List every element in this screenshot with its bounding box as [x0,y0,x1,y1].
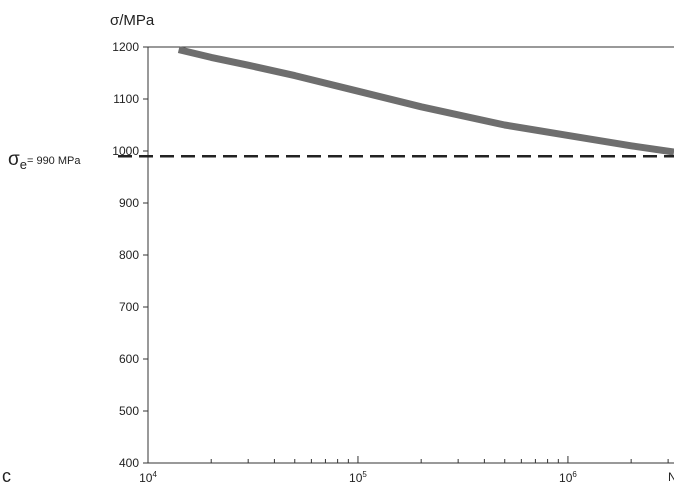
y-tick-label: 600 [119,352,139,366]
y-tick-label: 1200 [112,40,139,54]
y-tick-label: 1000 [112,144,139,158]
x-tick-base: 10 [139,471,153,485]
x-tick-label: 106 [559,470,577,485]
y-tick-label: 1100 [113,92,139,106]
y-ticks: 400 500 600 700 800 900 1000 1100 1200 [112,40,148,470]
y-tick-label: 700 [119,300,139,314]
x-tick-exponent: 4 [152,470,157,479]
endurance-value: = 990 MPa [27,155,81,167]
x-axis-title: N [668,470,674,484]
endurance-subscript: e [20,157,27,172]
y-tick-label: 400 [119,456,139,470]
y-tick-label: 800 [119,248,139,262]
axes [147,46,674,464]
sn-curve [177,46,674,156]
x-tick-base: 10 [349,471,363,485]
x-ticks: 104 105 106 [139,456,669,485]
x-tick-base: 10 [559,471,573,485]
endurance-limit-label: σe= 990 MPa [8,149,81,172]
x-tick-label: 104 [139,470,157,485]
y-tick-label: 900 [119,196,139,210]
panel-letter: c [2,466,11,486]
x-tick-exponent: 5 [362,470,367,479]
y-axis-title: σ/MPa [110,12,155,29]
endurance-symbol: σ [8,149,20,170]
series-layer [177,46,674,156]
x-tick-label: 105 [349,470,367,485]
x-tick-exponent: 6 [572,470,577,479]
y-tick-label: 500 [119,404,139,418]
